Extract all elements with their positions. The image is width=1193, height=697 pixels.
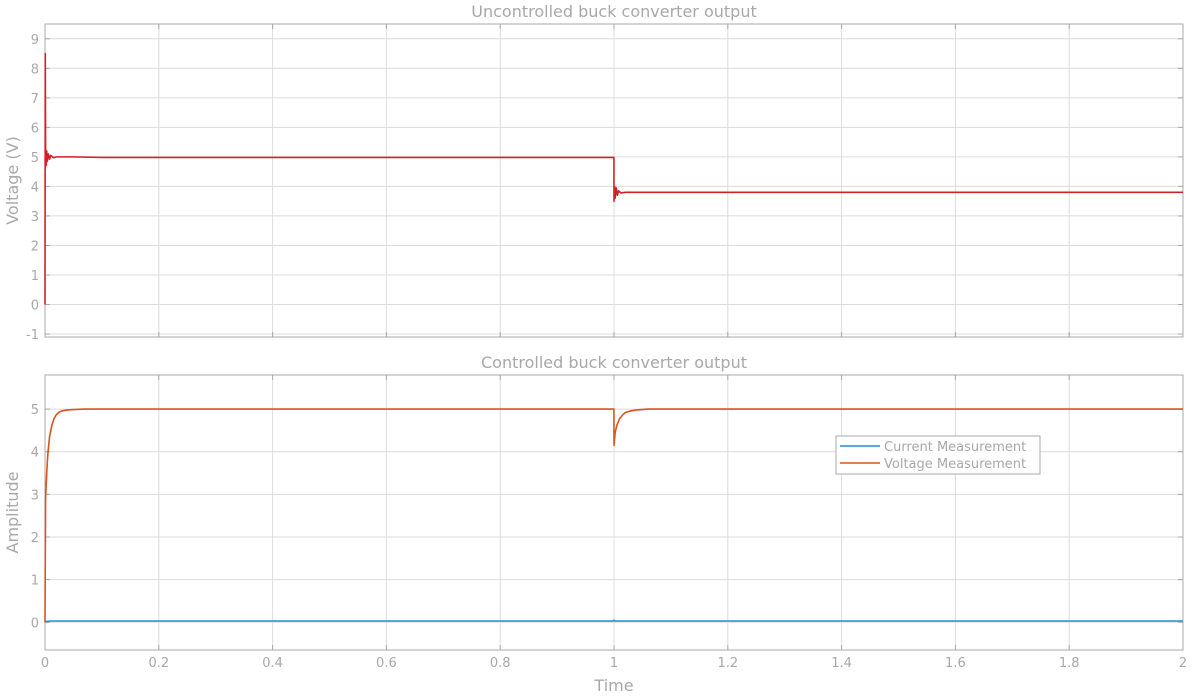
y-tick-label: 0 (31, 616, 39, 631)
y-tick-label: 2 (31, 239, 39, 254)
uncontrolled-y-axis-label: Voltage (V) (3, 136, 22, 225)
y-tick-label: 1 (31, 269, 39, 284)
series-line-current-measurement (44, 619, 1183, 623)
y-tick-label: 2 (31, 531, 39, 546)
x-tick-label: 1 (610, 656, 618, 671)
x-tick-label: 0 (41, 656, 49, 671)
y-tick-label: 5 (31, 403, 39, 418)
series-line-0-0 (44, 52, 1183, 305)
y-tick-label: 8 (31, 62, 39, 77)
uncontrolled-output-axes: -1 0 1 2 3 4 5 6 7 8 9 Uncontrolled buck converter… (3, 2, 1184, 343)
y-tick-label: 3 (31, 210, 39, 225)
y-tick-label: 9 (31, 33, 39, 48)
y-tick-label: 0 (31, 299, 39, 314)
controlled-chart-title: Controlled buck converter output (481, 353, 747, 372)
controlled-tick-labels: 0 0.2 0.4 0.6 0.8 1 1.2 1.4 1.6 1.8 2 0 1 2 3 4 5 (31, 375, 1187, 671)
controlled-y-axis-label: Amplitude (3, 472, 22, 554)
uncontrolled-series (44, 52, 1183, 305)
legend-label-voltage: Voltage Measurement (884, 457, 1026, 472)
x-tick-label: 1.8 (1059, 656, 1080, 671)
controlled-x-axis-label: Time (593, 676, 633, 695)
y-tick-label: 4 (31, 180, 39, 195)
uncontrolled-chart-title: Uncontrolled buck converter output (471, 2, 756, 21)
x-tick-label: 0.4 (262, 656, 283, 671)
x-tick-label: 1.2 (717, 656, 738, 671)
y-tick-label: -1 (26, 328, 39, 343)
x-tick-label: 2 (1179, 656, 1187, 671)
y-tick-label: 4 (31, 446, 39, 461)
controlled-series (44, 408, 1183, 623)
y-tick-label: 5 (31, 151, 39, 166)
legend-label-current: Current Measurement (884, 440, 1026, 455)
x-tick-label: 1.4 (831, 656, 852, 671)
y-tick-label: 1 (31, 574, 39, 589)
x-tick-label: 0.6 (376, 656, 397, 671)
x-tick-label: 0.8 (490, 656, 511, 671)
legend-box (835, 435, 1041, 475)
x-tick-label: 1.6 (945, 656, 966, 671)
uncontrolled-tick-labels: -1 0 1 2 3 4 5 6 7 8 9 (26, 24, 1184, 343)
controlled-output-axes: 0 0.2 0.4 0.6 0.8 1 1.2 1.4 1.6 1.8 2 0 1 2 3 4 5 Contro… (3, 353, 1187, 695)
y-tick-label: 6 (31, 121, 39, 136)
y-tick-label: 3 (31, 488, 39, 503)
x-tick-label: 0.2 (148, 656, 169, 671)
y-tick-label: 7 (31, 92, 39, 107)
legend: Current Measurement Voltage Measurement (835, 435, 1041, 475)
series-line-voltage-measurement (44, 408, 1183, 623)
